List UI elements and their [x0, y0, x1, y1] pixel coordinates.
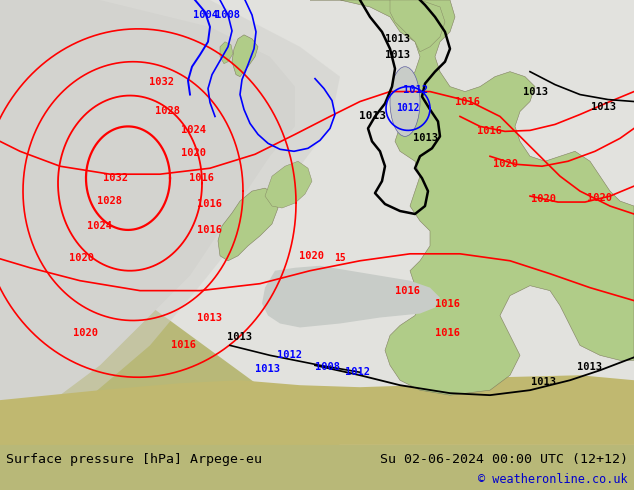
Text: 1013: 1013	[228, 332, 252, 343]
Polygon shape	[220, 42, 233, 64]
Text: 1008: 1008	[316, 362, 340, 372]
Text: 1032: 1032	[150, 76, 174, 87]
Text: 1013: 1013	[385, 34, 410, 44]
Text: 1016: 1016	[436, 328, 460, 339]
Text: 1024: 1024	[87, 221, 112, 231]
Ellipse shape	[390, 67, 420, 136]
Text: Su 02-06-2024 00:00 UTC (12+12): Su 02-06-2024 00:00 UTC (12+12)	[380, 453, 628, 466]
Text: 1012: 1012	[403, 85, 427, 95]
Text: 1012: 1012	[278, 350, 302, 360]
Text: 1020: 1020	[588, 193, 612, 203]
Polygon shape	[262, 266, 440, 327]
Text: Surface pressure [hPa] Arpege-eu: Surface pressure [hPa] Arpege-eu	[6, 453, 262, 466]
Text: 1032: 1032	[103, 173, 127, 183]
Polygon shape	[0, 0, 340, 425]
Polygon shape	[0, 375, 634, 445]
Text: 1024: 1024	[181, 125, 205, 135]
Text: 1016: 1016	[477, 126, 503, 136]
Polygon shape	[310, 0, 634, 395]
Text: 1020: 1020	[531, 194, 555, 204]
Text: 1016: 1016	[171, 341, 195, 350]
Text: 1020: 1020	[181, 148, 205, 158]
Text: 1004: 1004	[193, 10, 217, 20]
Text: 1012: 1012	[346, 368, 370, 377]
Text: 1016: 1016	[396, 286, 420, 295]
Text: 1013: 1013	[385, 50, 410, 60]
Text: 1013: 1013	[198, 313, 223, 322]
Text: 1013: 1013	[413, 133, 437, 144]
Polygon shape	[218, 188, 278, 261]
Text: 1028: 1028	[98, 196, 122, 206]
Text: 1020: 1020	[493, 159, 517, 169]
Polygon shape	[0, 0, 634, 445]
Text: 1013: 1013	[256, 364, 280, 374]
Text: 1028: 1028	[155, 106, 181, 117]
Text: 1020: 1020	[72, 328, 98, 339]
Text: 1016: 1016	[455, 97, 481, 106]
Text: 1020: 1020	[299, 251, 325, 261]
Text: 1013: 1013	[522, 87, 548, 97]
Text: 15: 15	[334, 253, 346, 263]
Text: 1016: 1016	[190, 173, 214, 183]
Polygon shape	[390, 0, 445, 52]
Text: 1016: 1016	[198, 199, 223, 209]
Text: 1016: 1016	[198, 225, 223, 235]
Text: 1020: 1020	[70, 253, 94, 263]
Text: 1008: 1008	[216, 10, 240, 20]
Text: 1016: 1016	[436, 298, 460, 309]
Text: 1013: 1013	[358, 111, 385, 122]
Text: 1013: 1013	[590, 101, 616, 112]
Text: 1012: 1012	[396, 103, 420, 114]
Text: 1013: 1013	[531, 377, 555, 387]
Polygon shape	[0, 0, 295, 425]
Polygon shape	[265, 161, 312, 208]
Text: © weatheronline.co.uk: © weatheronline.co.uk	[479, 473, 628, 487]
Text: 1013: 1013	[578, 362, 602, 372]
Polygon shape	[232, 35, 258, 76]
